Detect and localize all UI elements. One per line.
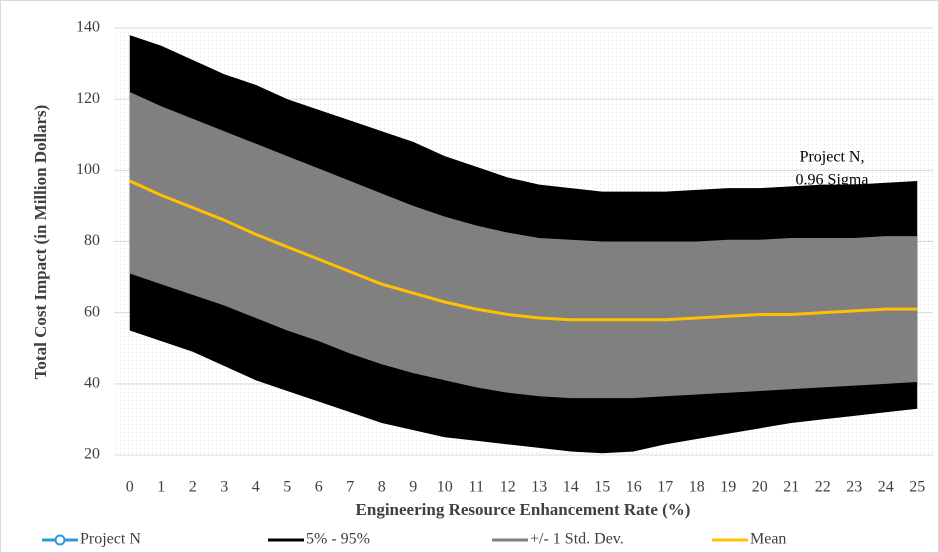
x-tick-label: 3	[220, 479, 228, 496]
y-tick-label: 140	[76, 19, 100, 36]
y-axis-title: Total Cost Impact (in Million Dollars)	[31, 105, 50, 380]
y-tick-label: 120	[76, 90, 100, 107]
y-tick-label: 100	[76, 161, 100, 178]
x-tick-label: 12	[500, 479, 516, 496]
marks	[129, 35, 918, 454]
y-tick-label: 80	[84, 232, 100, 249]
x-tick-label: 10	[437, 479, 453, 496]
x-tick-label: 23	[846, 479, 862, 496]
x-tick-label: 7	[346, 479, 354, 496]
annotation-pointer	[828, 192, 837, 216]
x-tick-label: 17	[657, 479, 673, 496]
y-tick-label: 60	[84, 303, 100, 320]
legend-label: Project N	[80, 531, 141, 548]
x-axis-title: Engineering Resource Enhancement Rate (%…	[356, 500, 691, 519]
mean-line	[129, 179, 918, 322]
x-tick-label: 21	[783, 479, 799, 496]
x-tick-label: 5	[283, 479, 291, 496]
x-tick-label: 9	[409, 479, 417, 496]
x-tick-label: 25	[909, 479, 925, 496]
x-tick-label: 8	[378, 479, 386, 496]
legend-label: 5% - 95%	[306, 531, 370, 548]
x-tick-label: 15	[594, 479, 610, 496]
annotation: Project N,	[800, 149, 865, 166]
x-tick-label: 22	[815, 479, 831, 496]
x-tick-label: 0	[126, 479, 134, 496]
x-tick-label: 20	[752, 479, 768, 496]
legend-label: +/- 1 Std. Dev.	[530, 531, 624, 548]
x-tick-label: 19	[720, 479, 736, 496]
legend: Project N 5% - 95% +/- 1 Std. Dev. Mean	[42, 531, 786, 548]
x-tick-label: 16	[626, 479, 642, 496]
y-tick-label: 20	[84, 446, 100, 463]
x-tick-label: 2	[189, 479, 197, 496]
x-tick-label: 13	[531, 479, 547, 496]
legend-marker	[54, 534, 66, 546]
x-tick-label: 14	[563, 479, 579, 496]
y-tick-label: 40	[84, 375, 100, 392]
band-area	[129, 92, 918, 399]
x-tick-label: 18	[689, 479, 705, 496]
annotation: 0.96 Sigma	[796, 172, 869, 189]
x-tick-label: 6	[315, 479, 323, 496]
legend-label: Mean	[750, 531, 786, 548]
x-tick-label: 1	[157, 479, 165, 496]
x-tick-label: 11	[469, 479, 484, 496]
x-tick-label: 24	[878, 479, 894, 496]
x-tick-label: 4	[252, 479, 260, 496]
